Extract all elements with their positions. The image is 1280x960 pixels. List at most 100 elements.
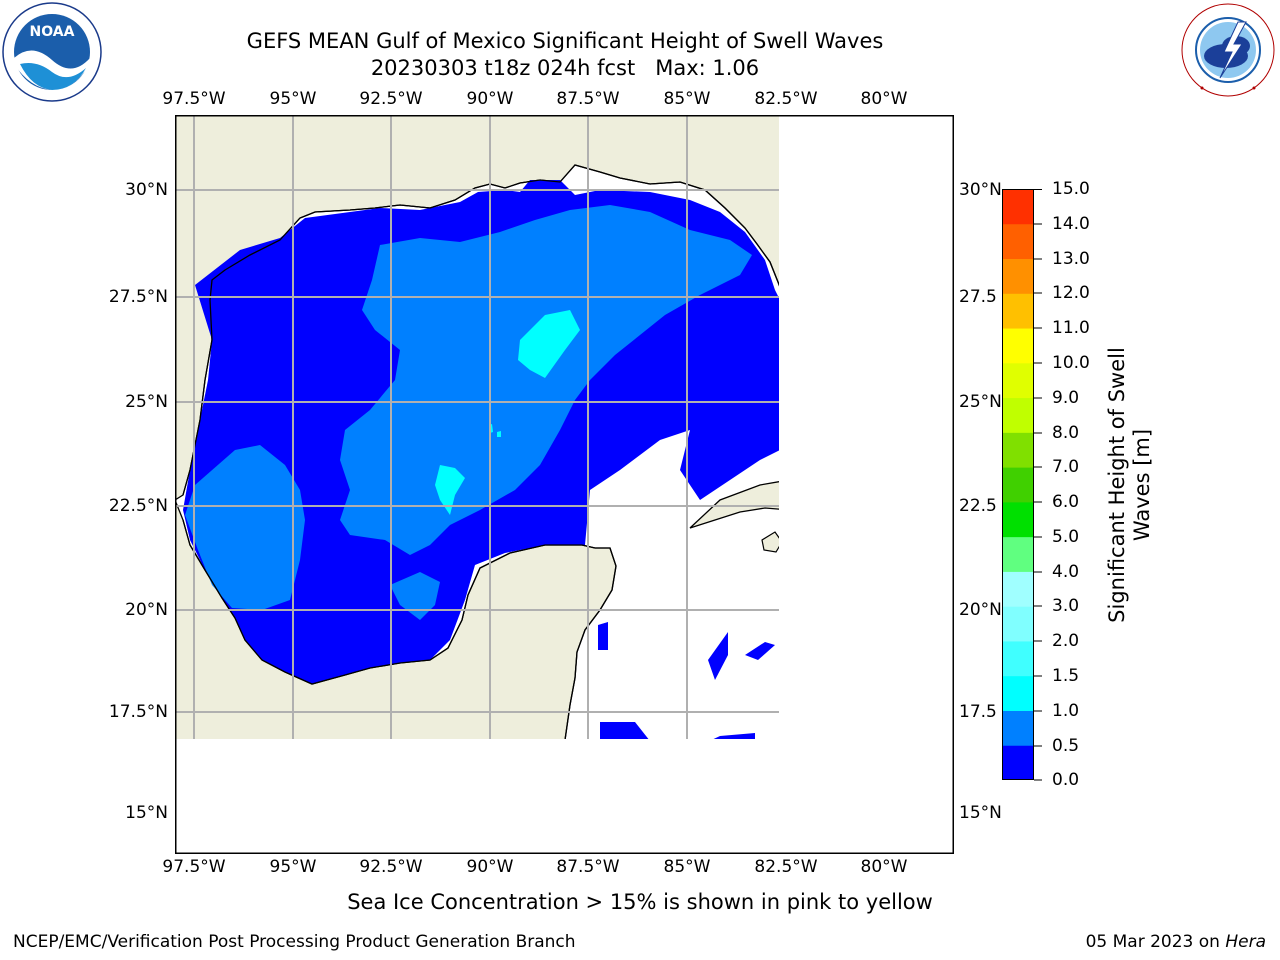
colorbar-cell — [1002, 606, 1034, 642]
footer-credit: NCEP/EMC/Verification Post Processing Pr… — [13, 932, 576, 952]
colorbar-tick-11-0: 11.0 — [1052, 318, 1090, 338]
swell-band-0.5-1.0-campeche — [390, 572, 440, 620]
top-lon-tick-95w: 95°W — [269, 89, 317, 109]
swell-band-0.5-1.0-atlantic-b — [882, 132, 928, 165]
colorbar-tick-10-0: 10.0 — [1052, 353, 1090, 373]
swell-band-0-0.5-honduras — [600, 722, 755, 739]
right-lat-tick-20n: 20°N — [959, 600, 1002, 620]
swell-band-0-0.5-atlantic — [828, 115, 954, 395]
bottom-lon-tick-82-5w: 82.5°W — [754, 857, 818, 877]
right-lat-tick-27-5n: 27.5 — [959, 287, 997, 307]
colorbar-cell — [1002, 258, 1034, 294]
swell-band-0.5-1.0-atlantic — [920, 190, 954, 295]
swell-band-0-0.5-sw — [175, 772, 420, 854]
colorbar-tick-5-0: 5.0 — [1052, 527, 1080, 547]
top-lon-tick-85w: 85°W — [663, 89, 711, 109]
coastline-mexico — [182, 519, 617, 739]
swell-band-0-0.5-blob-b — [745, 642, 775, 660]
map-panel — [175, 115, 954, 854]
top-lon-tick-90w: 90°W — [466, 89, 514, 109]
colorbar-cell — [1002, 362, 1034, 399]
colorbar-cell — [1002, 536, 1034, 572]
colorbar-cell — [1002, 675, 1034, 711]
land-cuba — [689, 481, 779, 529]
swell-band-0.5-1.0-caribbean — [855, 590, 900, 638]
bottom-lon-tick-90w: 90°W — [466, 857, 514, 877]
swell-band-0-0.5-caribbean — [790, 540, 954, 700]
bottom-lon-tick-97-5w: 97.5°W — [162, 857, 226, 877]
swell-band-0.5-1.0-sw — [175, 772, 405, 854]
colorbar-tick-1-5: 1.5 — [1052, 666, 1080, 686]
map-frame — [175, 115, 954, 854]
colorbar-tick-1-0: 1.0 — [1052, 701, 1080, 721]
colorbar-tick-marks — [1034, 189, 1042, 781]
chart-title: GEFS MEAN Gulf of Mexico Significant Hei… — [246, 29, 884, 53]
top-lon-tick-92-5w: 92.5°W — [359, 89, 423, 109]
colorbar-cell — [1002, 467, 1034, 503]
swell-band-0-0.5-blob-c — [598, 622, 608, 650]
swell-band-1.0-1.5-b — [435, 465, 465, 515]
noaa-logo: NOAA — [2, 2, 102, 102]
top-lon-tick-82-5w: 82.5°W — [754, 89, 818, 109]
left-lat-tick-22-5n: 22.5°N — [108, 496, 168, 516]
chart-subtitle: 20230303 t18z 024h fcst Max: 1.06 — [370, 56, 760, 80]
left-lat-tick-27-5n: 27.5°N — [108, 287, 168, 307]
left-lat-tick-30n: 30°N — [125, 180, 168, 200]
right-lat-tick-17-5n: 17.5 — [959, 702, 997, 722]
colorbar-cell — [1002, 223, 1034, 260]
colorbar-cell — [1002, 432, 1034, 468]
swell-band-1.0-1.5-a — [518, 310, 580, 378]
land-isle-of-youth — [761, 531, 779, 553]
colorbar-tick-2-0: 2.0 — [1052, 631, 1080, 651]
coastline-us — [182, 164, 779, 496]
left-lat-tick-17-5n: 17.5°N — [108, 702, 168, 722]
colorbar-cell — [1002, 501, 1034, 538]
colorbar-label: Significant Height of Swell Waves [m] — [1105, 347, 1154, 623]
colorbar-cell — [1002, 397, 1034, 433]
colorbar-tick-14-0: 14.0 — [1052, 214, 1090, 234]
colorbar-tick-15-0: 15.0 — [1052, 179, 1090, 199]
colorbar-tick-13-0: 13.0 — [1052, 249, 1090, 269]
colorbar-cell — [1002, 328, 1034, 364]
noaa-logo-text: NOAA — [30, 24, 75, 40]
bottom-lon-tick-85w: 85°W — [663, 857, 711, 877]
left-lat-tick-20n: 20°N — [125, 600, 168, 620]
colorbar-cell — [1002, 293, 1034, 329]
bottom-lon-tick-80w: 80°W — [860, 857, 908, 877]
colorbar-tick-0-0: 0.0 — [1052, 770, 1080, 790]
nws-logo — [1180, 2, 1276, 98]
gridlines — [175, 115, 779, 739]
top-lon-tick-87-5w: 87.5°W — [556, 89, 620, 109]
left-lat-tick-15n: 15°N — [125, 803, 168, 823]
colorbar-tick-4-0: 4.0 — [1052, 562, 1080, 582]
swell-band-0-0.5-blob-a — [708, 632, 728, 680]
colorbar-tick-9-0: 9.0 — [1052, 388, 1080, 408]
colorbar-tick-12-0: 12.0 — [1052, 283, 1090, 303]
colorbar-cell — [1002, 189, 1034, 225]
colorbar — [1002, 189, 1034, 781]
left-lat-tick-25n: 25°N — [125, 392, 168, 412]
right-lat-tick-25n: 25°N — [959, 392, 1002, 412]
top-lon-tick-97-5w: 97.5°W — [162, 89, 226, 109]
colorbar-cell — [1002, 640, 1034, 677]
swell-band-0-0.5-blob-d — [805, 772, 826, 792]
colorbar-cell — [1002, 571, 1034, 607]
right-lat-tick-30n: 30°N — [959, 180, 1002, 200]
footer-date: 05 Mar 2023 on Hera — [1086, 932, 1266, 952]
footer-date-text: 05 Mar 2023 on — [1085, 932, 1226, 952]
colorbar-tick-7-0: 7.0 — [1052, 457, 1080, 477]
colorbar-tick-0-5: 0.5 — [1052, 736, 1080, 756]
colorbar-tick-8-0: 8.0 — [1052, 423, 1080, 443]
colorbar-cell — [1002, 710, 1034, 746]
footer-machine: Hera — [1225, 932, 1266, 952]
colorbar-tick-6-0: 6.0 — [1052, 492, 1080, 512]
swell-band-0-0.5-blob-e — [835, 752, 855, 763]
colorbar-tick-3-0: 3.0 — [1052, 596, 1080, 616]
right-lat-tick-22-5n: 22.5 — [959, 496, 997, 516]
swell-band-1.0-1.5-d — [497, 431, 501, 437]
right-lat-tick-15n: 15°N — [959, 803, 1002, 823]
sea-ice-note: Sea Ice Concentration > 15% is shown in … — [347, 890, 933, 914]
bottom-lon-tick-87-5w: 87.5°W — [556, 857, 620, 877]
bottom-lon-tick-92-5w: 92.5°W — [359, 857, 423, 877]
colorbar-cell — [1002, 745, 1034, 781]
